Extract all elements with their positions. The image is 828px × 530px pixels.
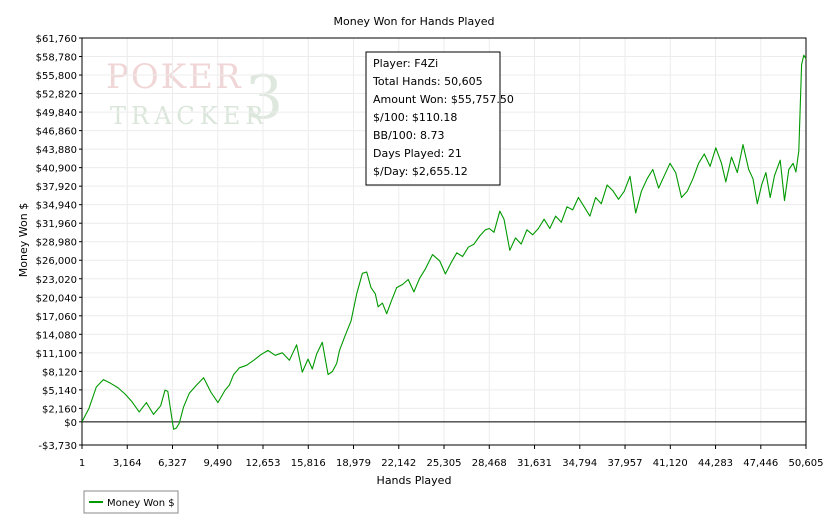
y-tick-label: $49,840 [36,108,77,119]
y-tick-label: $5,140 [42,386,77,397]
series-group [81,54,807,430]
y-tick-label: $23,020 [36,275,77,286]
x-tick-label: 41,120 [653,458,688,469]
x-tick-label: 18,979 [336,458,371,469]
y-tick-label: -$3,730 [38,441,77,452]
y-tick-label: $58,780 [36,53,77,64]
x-tick-label: 28,468 [472,458,507,469]
stats-info-box: Player: F4Zi Total Hands: 50,605 Amount … [365,51,514,186]
x-tick-label: 34,794 [562,458,597,469]
legend-frame [83,490,179,514]
y-tick-label: $17,060 [36,312,77,323]
x-tick-label: 3,164 [113,458,142,469]
info-player: Player: F4Zi [373,57,438,70]
info-per-day: $/Day: $2,655.12 [373,165,468,178]
x-tick-label: 6,327 [158,458,187,469]
x-tick-label: 37,957 [608,458,643,469]
y-tick-label: $11,100 [36,349,77,360]
info-box-frame [365,51,501,186]
x-tick-label: 22,142 [381,458,416,469]
y-tick-label: $61,760 [36,34,77,45]
y-axis-ticks: -$3,730 $0 $2,160 $5,140 $8,120 $11,100 $14,08… [36,34,82,452]
y-tick-label: $34,940 [36,201,77,212]
y-tick-label: $20,040 [36,293,77,304]
y-axis-title: Money Won $ [17,203,30,277]
y-tick-label: $8,120 [42,367,77,378]
y-tick-label: $43,880 [36,145,77,156]
info-amount-won: Amount Won: $55,757.50 [373,93,514,106]
legend: Money Won $ [83,490,179,514]
y-tick-label: $26,000 [36,256,77,267]
x-tick-label: 47,446 [743,458,778,469]
info-total-hands: Total Hands: 50,605 [372,75,483,88]
x-tick-label: 50,605 [789,458,824,469]
watermark-poker: POKER [106,57,243,97]
legend-label: Money Won $ [107,498,175,509]
y-tick-label: $28,980 [36,238,77,249]
info-bb-100: BB/100: 8.73 [373,129,445,142]
y-tick-label: $40,900 [36,164,77,175]
x-tick-label: 44,283 [698,458,733,469]
y-tick-label: $52,820 [36,90,77,101]
y-tick-label: $2,160 [42,404,77,415]
y-tick-label: $46,860 [36,127,77,138]
watermark-tracker: TRACKER [110,102,268,130]
x-axis-title: Hands Played [377,474,452,487]
y-tick-label: $37,920 [36,182,77,193]
x-axis-ticks: 1 3,164 6,327 9,490 12,653 15,816 18,979 22,142… [79,445,824,469]
chart-title: Money Won for Hands Played [334,15,495,28]
x-tick-label: 15,816 [291,458,326,469]
y-tick-label: $14,080 [36,330,77,341]
info-per-100: $/100: $110.18 [373,111,457,124]
info-days-played: Days Played: 21 [373,147,462,160]
x-tick-label: 31,631 [517,458,552,469]
x-tick-label: 1 [79,458,85,469]
y-tick-label: $55,800 [36,71,77,82]
x-tick-label: 12,653 [246,458,281,469]
x-tick-label: 25,305 [427,458,462,469]
x-tick-label: 9,490 [203,458,232,469]
series-line-money-won [81,54,807,430]
y-tick-label: $0 [64,418,77,429]
y-tick-label: $31,960 [36,219,77,230]
poker-tracker-watermark: 3 POKER TRACKER [106,57,283,133]
